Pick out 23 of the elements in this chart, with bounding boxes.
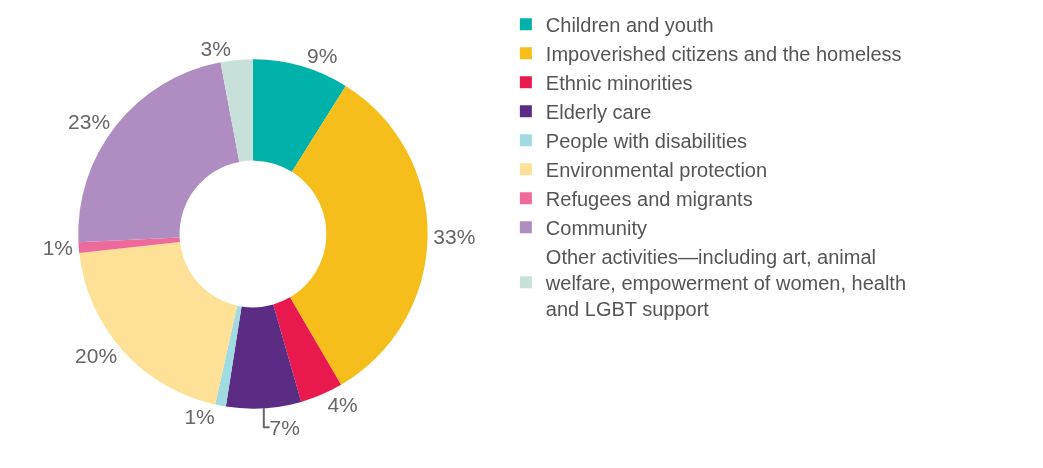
donut-slice [220, 59, 253, 162]
legend-label: Community [545, 216, 647, 239]
data-label: 20% [75, 344, 118, 368]
data-label: 33% [433, 225, 476, 249]
legend-label: Impoverished citizens and the homeless [545, 42, 902, 65]
donut-slice [78, 237, 180, 253]
data-label: 9% [306, 43, 338, 67]
legend-label: People with disabilities [545, 129, 748, 152]
data-label: 1% [184, 405, 215, 429]
data-label: 3% [200, 37, 231, 61]
data-label: 1% [42, 236, 73, 260]
legend-label: Refugees and migrants [545, 187, 753, 210]
legend-label: Other activities—including art, animal welfare, empowerment of women, health and LGBT support [544, 245, 907, 320]
donut-slice [225, 304, 302, 409]
legend-label: Elderly care [545, 100, 652, 123]
donut-slice [289, 85, 428, 385]
data-label: 23% [68, 109, 111, 133]
legend-label: Children and youth [545, 13, 714, 36]
data-label: 7% [269, 415, 300, 439]
legend-label: Environmental protection [545, 158, 768, 181]
data-label: 4% [327, 392, 358, 416]
donut-slice [215, 305, 242, 407]
legend-label: Ethnic minorities [545, 71, 693, 94]
